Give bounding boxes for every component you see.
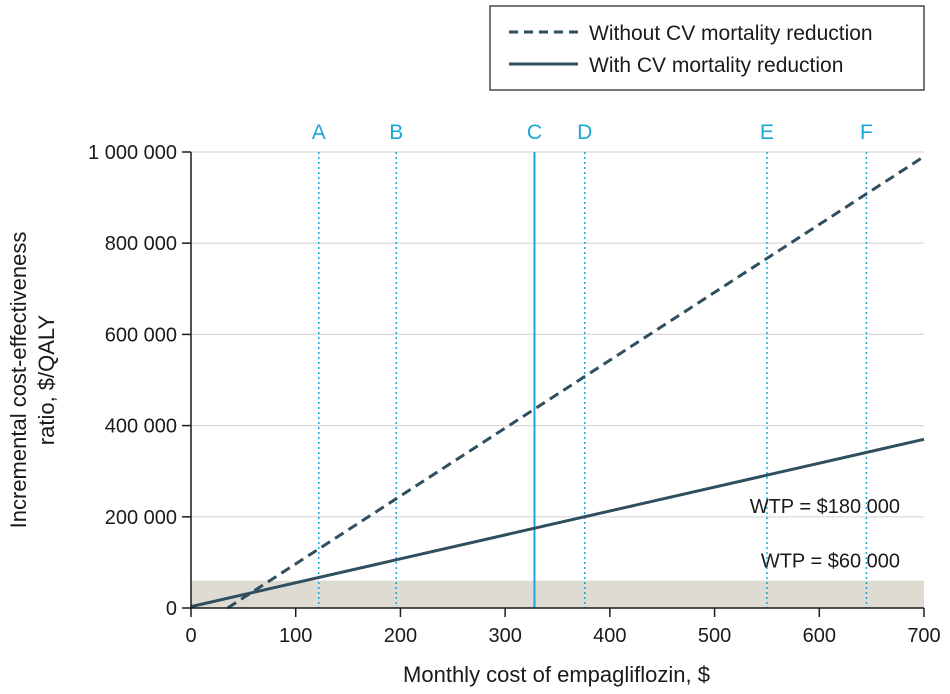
marker-label-c: C: [527, 121, 542, 144]
legend-label-with-cv: With CV mortality reduction: [589, 54, 843, 77]
y-tick-label: 800 000: [105, 233, 177, 255]
x-tick-label: 300: [488, 625, 521, 647]
legend-box: [489, 5, 925, 91]
legend-label-without-cv: Without CV mortality reduction: [589, 22, 873, 45]
x-tick-label: 100: [279, 625, 312, 647]
x-tick-label: 700: [907, 625, 940, 647]
wtp-label-1: WTP = $60 000: [761, 551, 900, 573]
marker-label-d: D: [577, 121, 592, 144]
marker-label-e: E: [760, 121, 774, 144]
y-axis-title-line: ratio, $/QALY: [34, 314, 59, 445]
y-axis-title: Incremental cost-effectiveness ratio, $/Q…: [6, 232, 59, 529]
x-tick-label: 500: [698, 625, 731, 647]
y-tick-label: 200 000: [105, 507, 177, 529]
y-tick-label: 1 000 000: [88, 142, 177, 164]
x-tick-label: 600: [803, 625, 836, 647]
series-line-without-cv: [226, 155, 925, 610]
marker-label-b: B: [389, 121, 403, 144]
y-tick-label: 0: [166, 598, 177, 620]
marker-label-a: A: [312, 121, 326, 144]
y-axis-title-line: Incremental cost-effectiveness: [6, 232, 31, 529]
marker-label-f: F: [860, 121, 873, 144]
y-tick-label: 600 000: [105, 324, 177, 346]
x-tick-label: 0: [185, 625, 196, 647]
series-line-with-cv: [190, 437, 925, 609]
x-tick-label: 200: [384, 625, 417, 647]
y-tick-label: 400 000: [105, 416, 177, 438]
x-axis-title: Monthly cost of empagliflozin, $: [403, 662, 710, 687]
wtp-label-0: WTP = $180 000: [750, 496, 900, 518]
wtp-band: [191, 580, 924, 608]
x-tick-label: 400: [593, 625, 626, 647]
